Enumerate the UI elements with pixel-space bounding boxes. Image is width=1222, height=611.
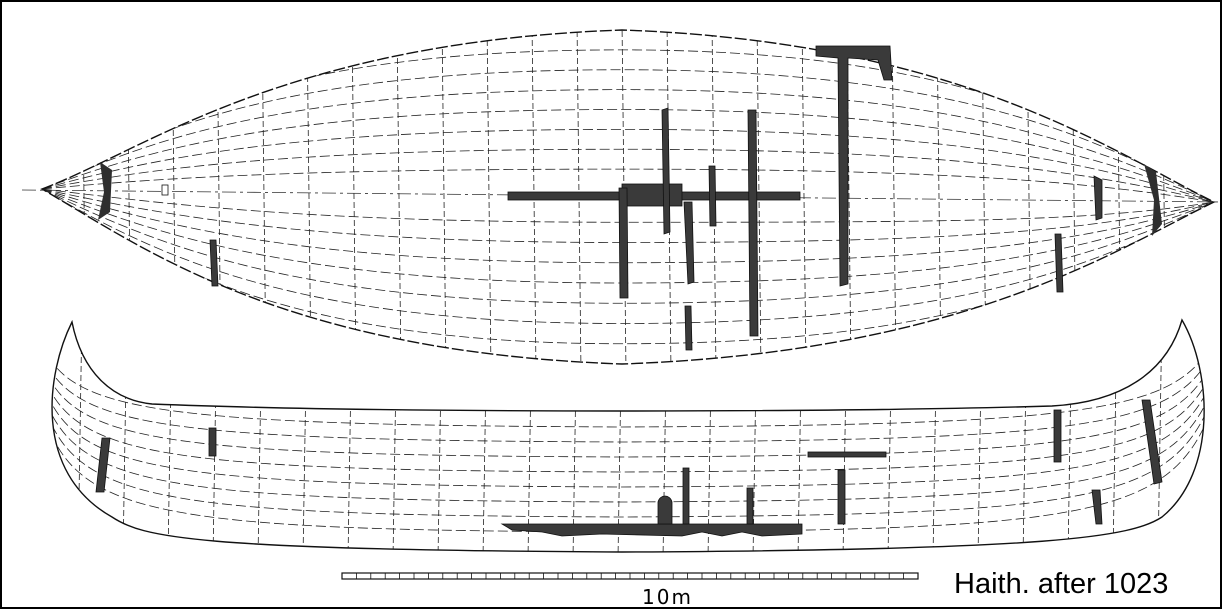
- timber-plan-9: [1093, 175, 1103, 221]
- plan-frame-line: [441, 30, 447, 364]
- profile-frame-line: [437, 320, 443, 552]
- figure-credit: Haith. after 1023: [954, 568, 1169, 600]
- timber-plan-7: [209, 239, 219, 287]
- profile-strake-line: [52, 344, 1205, 428]
- timber-profile-2: [746, 487, 754, 525]
- plan-view: [21, 29, 1222, 365]
- plan-strake-line: [42, 109, 1214, 203]
- profile-frame-line: [887, 320, 893, 552]
- profile-frame-line: [617, 320, 623, 552]
- profile-hull-outline: [51, 318, 1205, 553]
- profile-frame-line: [1067, 320, 1073, 552]
- plan-timbers: [161, 45, 1103, 351]
- beam-profile: [807, 451, 887, 458]
- profile-strake-line: [52, 371, 1205, 473]
- plan-frame-line: [801, 30, 807, 364]
- plan-strake-line: [42, 188, 1214, 304]
- timber-profile-7: [1141, 399, 1163, 485]
- timber-plan-6: [684, 305, 693, 351]
- timber-plan-4: [708, 165, 717, 227]
- profile-frame-line: [527, 320, 533, 552]
- timber-plan-5: [747, 109, 759, 337]
- timber-plan-8: [1054, 233, 1064, 293]
- profile-frame-line: [257, 320, 263, 552]
- plan-frame-line: [351, 30, 357, 364]
- plan-frame-line: [936, 30, 942, 364]
- t-timber-plan: [815, 45, 893, 287]
- plan-frame-line: [1161, 30, 1167, 364]
- profile-frame-line: [302, 320, 308, 552]
- plan-frame-line: [216, 30, 222, 364]
- profile-timbers: [95, 399, 1163, 537]
- profile-frame-line: [1112, 320, 1118, 552]
- plan-fitting: [161, 184, 169, 196]
- profile-strake-line: [52, 389, 1205, 503]
- plan-frame-line: [126, 30, 132, 364]
- profile-strake-line: [52, 380, 1205, 488]
- timber-profile-6: [95, 437, 111, 493]
- plan-strake-line: [42, 168, 1214, 203]
- profile-strake-line: [52, 362, 1205, 458]
- profile-frame-line: [392, 320, 398, 552]
- profile-frame-line: [752, 320, 758, 552]
- profile-frame-line: [977, 320, 983, 552]
- profile-frame-line: [482, 320, 488, 552]
- plan-frame-line: [261, 30, 267, 364]
- profile-frame-line: [572, 320, 578, 552]
- timber-profile-3: [837, 469, 846, 525]
- mast-step-plan: [621, 183, 683, 207]
- profile-frame-line: [347, 320, 353, 552]
- profile-strake-line: [52, 353, 1205, 443]
- profile-frame-line: [167, 320, 173, 552]
- timber-profile-1: [682, 467, 690, 525]
- plan-strake-line: [42, 148, 1214, 203]
- bow-post-plan: [1144, 164, 1162, 236]
- plan-frame-line: [1116, 30, 1122, 364]
- plan-strake-line: [42, 89, 1214, 203]
- scale-label: 10m: [642, 585, 693, 609]
- plan-hull-outline: [40, 29, 1216, 365]
- scale-bar: [341, 572, 919, 580]
- profile-strake-line: [52, 398, 1205, 518]
- profile-frame-line: [707, 320, 713, 552]
- plan-frame-line: [396, 30, 402, 364]
- timber-plan-1: [661, 107, 671, 235]
- profile-frame-line: [1022, 320, 1028, 552]
- timber-profile-4: [208, 427, 217, 457]
- profile-view: [51, 318, 1205, 553]
- plan-strake-line: [42, 128, 1214, 203]
- profile-frame-line: [1157, 320, 1163, 552]
- plan-frame-line: [486, 30, 492, 364]
- plan-strake-line: [42, 188, 1214, 264]
- plan-frame-line: [306, 30, 312, 364]
- timber-plan-2: [618, 187, 629, 299]
- plan-frame-line: [981, 30, 987, 364]
- plan-frame-line: [1071, 30, 1077, 364]
- plan-strake-line: [42, 188, 1214, 324]
- plan-frame-line: [171, 30, 177, 364]
- plan-frame-line: [891, 30, 897, 364]
- plan-frame-line: [1026, 30, 1032, 364]
- keel-timber-profile: [500, 523, 803, 537]
- plan-strake-line: [42, 69, 1214, 203]
- timber-profile-8: [1091, 489, 1103, 525]
- plan-frame-line: [81, 30, 87, 364]
- profile-frame-line: [122, 320, 128, 552]
- timber-plan-3: [683, 201, 695, 285]
- profile-frame-line: [932, 320, 938, 552]
- mast-step-profile: [657, 495, 673, 525]
- timber-profile-5: [1053, 409, 1062, 463]
- stern-post-plan: [98, 162, 112, 220]
